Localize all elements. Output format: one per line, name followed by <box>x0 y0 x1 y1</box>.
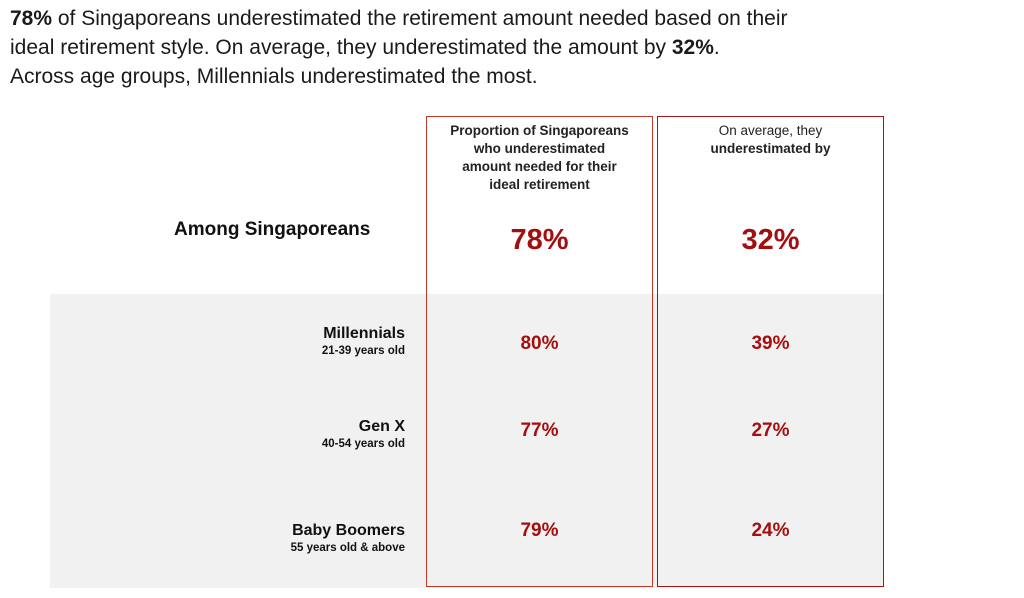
proportion-column-box <box>426 116 653 587</box>
average-column-box <box>657 116 884 587</box>
proportion-header-line: ideal retirement <box>489 177 590 192</box>
headline-stat-2: 32% <box>671 36 714 59</box>
genx-proportion: 77% <box>520 420 559 441</box>
row-name: Baby Boomers <box>292 522 405 539</box>
average-header-line: On average, they <box>718 123 823 138</box>
proportion-header-line: Proportion of Singaporeans <box>450 123 629 138</box>
row-age-range: 55 years old & above <box>290 542 405 554</box>
average-column-header: On average, they underestimated by <box>657 122 884 158</box>
baby-boomers-proportion: 79% <box>520 520 559 541</box>
average-header-line: underestimated by <box>710 141 831 156</box>
proportion-header-line: who underestimated <box>473 141 606 156</box>
millennials-average: 39% <box>751 333 790 354</box>
headline: 78% of Singaporeans underestimated the r… <box>10 4 1020 91</box>
millennials-proportion: 80% <box>520 333 559 354</box>
row-age-range: 21-39 years old <box>321 345 405 357</box>
proportion-column-header: Proportion of Singaporeans who underesti… <box>426 122 653 194</box>
age-groups-band <box>50 294 883 588</box>
baby-boomers-average: 24% <box>751 520 790 541</box>
headline-line2: ideal retirement style. On average, they… <box>10 36 672 59</box>
row-age-range: 40-54 years old <box>321 438 405 450</box>
genx-label: Gen X 40-54 years old <box>322 418 405 450</box>
overall-row-label: Among Singaporeans <box>174 219 371 240</box>
baby-boomers-label: Baby Boomers 55 years old & above <box>291 522 405 554</box>
headline-stat-1: 78% <box>10 7 53 30</box>
overall-proportion-value: 78% <box>510 224 569 256</box>
row-name: Gen X <box>358 418 405 435</box>
headline-line1: of Singaporeans underestimated the retir… <box>52 7 788 30</box>
millennials-label: Millennials 21-39 years old <box>322 325 405 357</box>
headline-line2-end: . <box>713 36 720 59</box>
row-name: Millennials <box>323 325 405 342</box>
headline-line3: Across age groups, Millennials underesti… <box>10 65 538 88</box>
proportion-header-line: amount needed for their <box>462 159 617 174</box>
genx-average: 27% <box>751 420 790 441</box>
overall-average-value: 32% <box>741 224 800 256</box>
